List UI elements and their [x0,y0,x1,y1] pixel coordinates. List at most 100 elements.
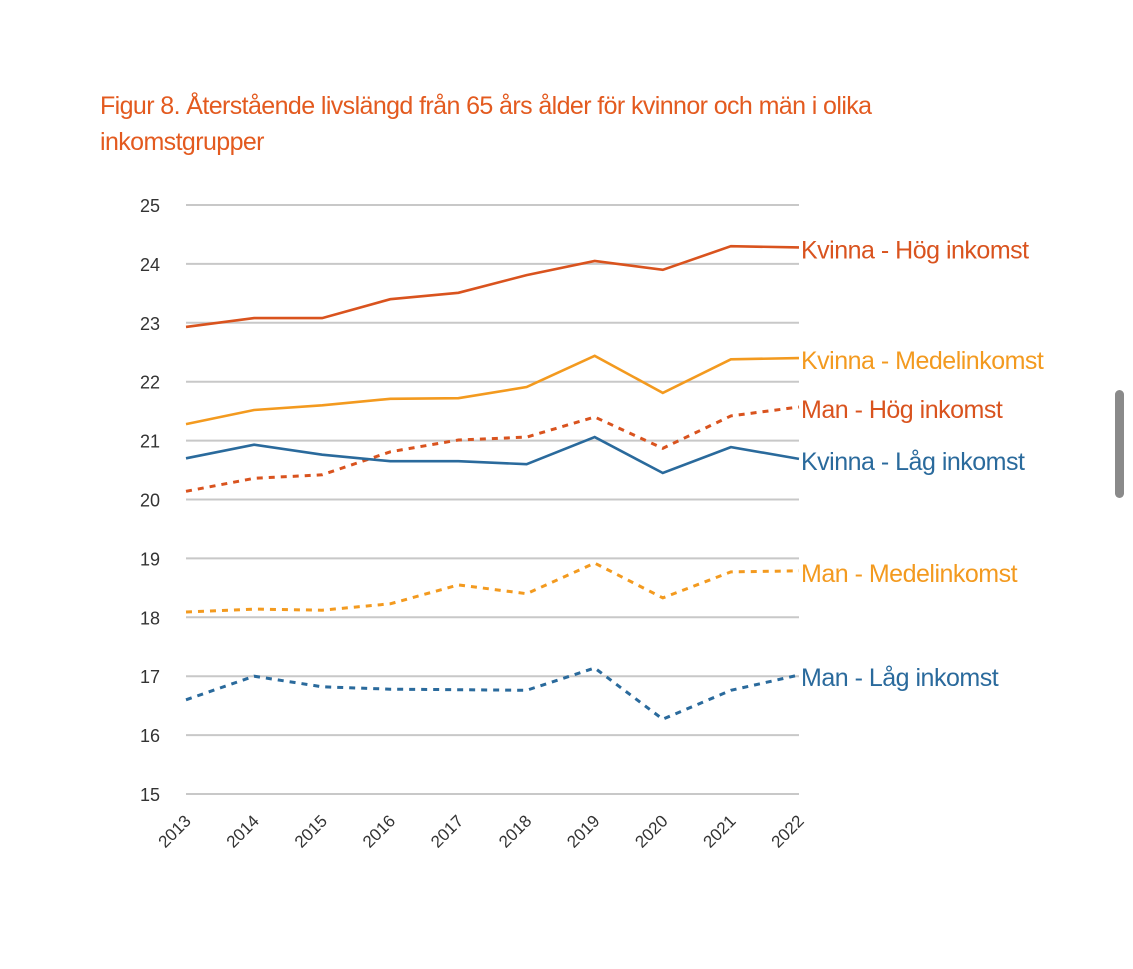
y-tick-label: 18 [140,608,160,628]
y-tick-label: 25 [140,196,160,216]
vertical-scrollbar[interactable] [1115,390,1124,498]
y-tick-label: 19 [140,549,160,569]
data-point-kvinna-låg-inkomst [662,472,664,474]
series-lines [185,244,800,721]
x-tick-label: 2013 [155,811,195,851]
data-point-man-låg-inkomst [185,699,187,701]
data-point-kvinna-låg-inkomst [253,444,255,446]
series-line-man-medelinkomst [185,561,800,614]
x-tick-label: 2015 [291,811,331,851]
series-label-man-medelinkomst: Man - Medelinkomst [801,560,1018,588]
data-point-man-låg-inkomst [730,689,732,691]
data-point-kvinna-låg-inkomst [321,454,323,456]
data-point-man-medelinkomst [389,603,391,605]
y-tick-label: 21 [140,432,160,452]
data-point-man-låg-inkomst [321,686,323,688]
data-point-kvinna-låg-inkomst [185,457,187,459]
y-tick-label: 17 [140,667,160,687]
data-point-kvinna-hög-inkomst [253,317,255,319]
data-point-kvinna-hög-inkomst [525,274,527,276]
data-point-man-medelinkomst [662,597,664,599]
x-tick-label: 2014 [223,811,263,851]
data-point-man-medelinkomst [730,571,732,573]
x-tick-label: 2017 [427,811,467,851]
data-point-man-hög-inkomst [525,436,527,438]
data-point-kvinna-hög-inkomst [457,292,459,294]
data-point-man-hög-inkomst [253,477,255,479]
data-point-man-hög-inkomst [457,439,459,441]
data-point-kvinna-hög-inkomst [321,317,323,319]
data-point-kvinna-låg-inkomst [730,446,732,448]
data-point-man-medelinkomst [253,608,255,610]
y-axis-ticks: 25 24 23 22 21 20 19 18 17 16 15 [140,196,160,805]
data-point-man-hög-inkomst [185,490,187,492]
x-axis-ticks: 2013 2014 2015 2016 2017 2018 2019 2020 2021 2022 [155,811,808,851]
data-point-kvinna-medelinkomst [389,398,391,400]
data-point-kvinna-medelinkomst [321,404,323,406]
data-point-kvinna-medelinkomst [185,423,187,425]
data-point-man-låg-inkomst [389,688,391,690]
x-tick-label: 2020 [631,811,671,851]
series-line-kvinna-medelinkomst [185,354,800,426]
data-point-kvinna-medelinkomst [593,355,595,357]
data-point-man-medelinkomst [321,609,323,611]
data-point-man-låg-inkomst [798,674,800,676]
data-point-kvinna-medelinkomst [730,358,732,360]
series-line-man-hög-inkomst [185,405,800,493]
y-tick-label: 15 [140,785,160,805]
x-tick-label: 2018 [495,811,535,851]
data-point-kvinna-låg-inkomst [525,463,527,465]
data-point-kvinna-hög-inkomst [730,245,732,247]
data-point-kvinna-hög-inkomst [798,246,800,248]
data-point-man-hög-inkomst [593,416,595,418]
data-point-man-låg-inkomst [253,675,255,677]
figure-title-line-1: Figur 8. Återstående livslängd från 65 å… [100,92,872,120]
gridlines [186,204,799,795]
figure-title: Figur 8. Återstående livslängd från 65 å… [100,88,1000,160]
data-point-man-medelinkomst [593,562,595,564]
data-point-kvinna-låg-inkomst [457,460,459,462]
data-point-kvinna-medelinkomst [253,409,255,411]
data-point-kvinna-hög-inkomst [593,260,595,262]
data-point-man-medelinkomst [798,570,800,572]
data-point-kvinna-hög-inkomst [389,298,391,300]
series-labels: Kvinna - Hög inkomst Kvinna - Medelinkoms… [801,236,1044,692]
data-point-kvinna-låg-inkomst [593,436,595,438]
y-tick-label: 20 [140,491,160,511]
x-tick-label: 2022 [768,811,808,851]
y-tick-label: 16 [140,726,160,746]
series-label-man-hög-inkomst: Man - Hög inkomst [801,396,1003,424]
series-line-kvinna-hög-inkomst [185,244,800,329]
data-point-kvinna-medelinkomst [662,392,664,394]
data-point-man-medelinkomst [525,593,527,595]
data-point-kvinna-hög-inkomst [662,269,664,271]
y-tick-label: 24 [140,255,160,275]
data-point-man-hög-inkomst [321,474,323,476]
figure-title-line-2: inkomstgrupper [100,128,265,156]
x-tick-label: 2021 [700,811,740,851]
data-point-man-hög-inkomst [389,451,391,453]
x-tick-label: 2019 [563,811,603,851]
y-tick-label: 22 [140,373,160,393]
data-point-man-låg-inkomst [662,718,664,720]
series-label-kvinna-låg-inkomst: Kvinna - Låg inkomst [801,448,1025,476]
x-tick-label: 2016 [359,811,399,851]
series-label-man-låg-inkomst: Man - Låg inkomst [801,664,999,692]
data-point-kvinna-låg-inkomst [798,458,800,460]
data-point-man-hög-inkomst [662,447,664,449]
data-point-kvinna-låg-inkomst [389,460,391,462]
data-point-kvinna-hög-inkomst [185,326,187,328]
series-line-kvinna-låg-inkomst [185,435,800,475]
series-label-kvinna-medelinkomst: Kvinna - Medelinkomst [801,347,1044,375]
data-point-man-hög-inkomst [798,406,800,408]
data-point-man-medelinkomst [457,584,459,586]
data-point-kvinna-medelinkomst [525,386,527,388]
data-point-man-låg-inkomst [593,667,595,669]
data-point-man-låg-inkomst [457,689,459,691]
data-point-man-hög-inkomst [730,415,732,417]
data-point-man-låg-inkomst [525,689,527,691]
data-point-kvinna-medelinkomst [798,357,800,359]
y-tick-label: 23 [140,314,160,334]
data-point-kvinna-medelinkomst [457,397,459,399]
